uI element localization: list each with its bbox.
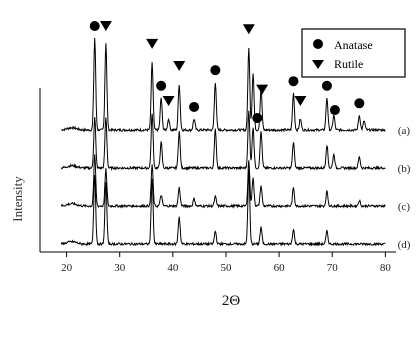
- rutile-marker-5: [256, 84, 269, 95]
- x-ticks: 20 30 40 50 60 70 80: [61, 252, 391, 274]
- anatase-marker-5: [288, 76, 299, 87]
- x-axis-label: 2Θ: [222, 293, 241, 309]
- anatase-legend-icon: [313, 39, 323, 49]
- series-label-d: (d): [398, 239, 411, 251]
- axes: [39, 88, 396, 253]
- series-line-b: [60, 110, 386, 171]
- x-tick-label-80: 80: [380, 262, 392, 274]
- rutile-marker-2: [162, 95, 175, 106]
- rutile-marker-1: [146, 38, 159, 49]
- series-label-c: (c): [398, 201, 411, 213]
- y-axis-label: Intensity: [10, 176, 25, 222]
- series-lines: [60, 37, 386, 247]
- anatase-marker-1: [156, 80, 167, 91]
- series-labels: (a) (b) (c) (d): [398, 125, 411, 251]
- rutile-marker-0: [99, 21, 112, 31]
- rutile-legend-icon: [312, 60, 324, 69]
- rutile-marker-4: [242, 24, 255, 35]
- series-label-a: (a): [398, 125, 411, 137]
- legend-box: [301, 28, 406, 78]
- anatase-marker-3: [210, 65, 221, 76]
- series-label-b: (b): [398, 163, 411, 175]
- x-tick-label-70: 70: [327, 262, 339, 274]
- anatase-marker-2: [189, 101, 200, 112]
- series-line-d: [60, 169, 386, 247]
- peak-markers: [89, 21, 365, 123]
- x-tick-label-60: 60: [274, 262, 286, 274]
- x-tick-label-40: 40: [167, 262, 179, 274]
- legend: Anatase Rutile: [301, 28, 406, 78]
- x-tick-label-30: 30: [114, 262, 126, 274]
- anatase-marker-8: [354, 98, 365, 109]
- legend-label-rutile: Rutile: [334, 57, 363, 71]
- series-line-a: [61, 37, 386, 133]
- anatase-marker-6: [321, 80, 332, 91]
- legend-label-anatase: Anatase: [334, 38, 373, 52]
- anatase-marker-0: [89, 21, 100, 31]
- rutile-marker-6: [294, 95, 307, 106]
- x-tick-label-20: 20: [61, 262, 73, 274]
- series-line-c: [60, 154, 386, 210]
- anatase-marker-7: [329, 105, 340, 116]
- rutile-marker-3: [173, 61, 186, 71]
- anatase-marker-4: [252, 112, 263, 123]
- x-tick-label-50: 50: [220, 262, 232, 274]
